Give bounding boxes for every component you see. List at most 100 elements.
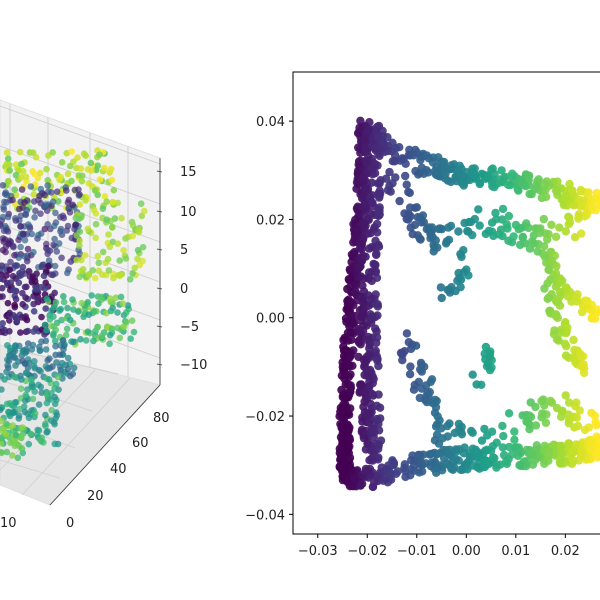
scatter-point <box>490 453 499 463</box>
scatter-point-3d <box>15 412 23 420</box>
scatter-point <box>447 464 456 473</box>
scatter-point <box>552 335 562 344</box>
scatter-point <box>340 374 349 383</box>
scatter-point <box>356 481 365 490</box>
scatter-point-3d <box>106 243 114 251</box>
y-tick-label: −0.04 <box>245 508 285 523</box>
scatter-point-3d <box>76 242 83 249</box>
scatter-point-3d <box>70 338 77 346</box>
scatter-point <box>468 428 477 437</box>
scatter-point-3d <box>96 176 104 183</box>
scatter-point <box>451 455 461 464</box>
z-tick-mark <box>156 210 163 213</box>
scatter-point-3d <box>3 191 11 199</box>
scatter-point <box>571 402 580 411</box>
scatter-point <box>434 153 443 162</box>
scatter-point <box>587 444 597 453</box>
scatter-point-3d <box>84 328 92 336</box>
scatter-point-3d <box>101 193 109 200</box>
scatter-point <box>411 166 420 176</box>
scatter-point <box>405 203 415 212</box>
scatter-point <box>541 192 551 202</box>
scatter-point-3d <box>73 327 81 334</box>
scatter-point <box>359 402 368 411</box>
scatter-point <box>395 143 404 152</box>
scatter-point-3d <box>42 201 49 208</box>
scatter-point-3d <box>92 220 100 228</box>
scatter-point-3d <box>12 171 20 179</box>
scatter-point <box>341 463 351 473</box>
scatter-point-3d <box>4 362 11 369</box>
scatter-point-3d <box>105 267 113 274</box>
scatter-point-3d <box>11 186 18 193</box>
scatter-point-3d <box>82 197 89 204</box>
scatter-point-3d <box>137 200 145 207</box>
scatter-point-3d <box>41 321 49 329</box>
scatter-point-3d <box>15 236 22 244</box>
scatter-point <box>374 211 383 221</box>
scatter-point-3d <box>110 186 118 194</box>
scatter-point-3d <box>57 305 64 313</box>
scatter-point-3d <box>48 189 55 196</box>
scatter-point <box>364 151 373 161</box>
scatter-point-3d <box>8 402 16 409</box>
scatter-point <box>374 189 384 199</box>
scatter-point <box>518 178 527 187</box>
3d-tick-labels: 15 10 5 0 −5 −10 80 60 40 20 0 10 <box>0 165 207 531</box>
scatter-point <box>357 240 366 249</box>
scatter-point <box>544 449 553 458</box>
scatter-point-3d <box>77 336 84 343</box>
scatter-point-3d <box>27 430 35 438</box>
scatter-point-3d <box>63 187 70 194</box>
scatter-point <box>547 398 557 407</box>
scatter-point-3d <box>129 270 136 277</box>
scatter-point <box>347 335 356 344</box>
scatter-point <box>373 300 382 309</box>
scatter-point-3d <box>35 231 42 239</box>
scatter-point-3d <box>101 164 108 172</box>
scatter-point-3d <box>51 385 58 392</box>
scatter-point <box>368 198 377 208</box>
scatter-point-3d <box>78 256 85 264</box>
scatter-point-3d <box>3 149 11 156</box>
scatter-point-3d <box>64 170 72 178</box>
scatter-point <box>569 335 578 345</box>
scatter-point <box>405 370 415 379</box>
scatter-point <box>396 348 406 358</box>
scatter-point <box>407 456 416 465</box>
scatter-point <box>593 453 600 462</box>
scatter-point <box>456 282 465 292</box>
scatter-point-3d <box>57 228 64 235</box>
scatter-point-3d <box>76 191 83 198</box>
scatter-point <box>572 293 581 302</box>
scatter-point <box>364 268 374 277</box>
scatter-point <box>507 238 517 247</box>
scatter-point-3d <box>40 272 48 280</box>
scatter-point-3d <box>136 261 143 269</box>
scatter-point-3d <box>78 177 86 185</box>
scatter-point-3d <box>3 226 10 234</box>
scatter-point-3d <box>17 385 25 393</box>
scatter-point <box>562 342 571 351</box>
scatter-point <box>574 211 583 220</box>
scatter-point-3d <box>21 199 28 206</box>
scatter-point <box>402 329 412 338</box>
scatter-point-3d <box>45 262 52 270</box>
scatter-point-3d <box>3 368 10 376</box>
scatter-point-3d <box>64 354 72 362</box>
scatter-point-3d <box>26 225 34 232</box>
scatter-point-3d <box>67 316 74 324</box>
scatter-point-3d <box>2 431 10 438</box>
scatter-point <box>463 465 472 474</box>
scatter-point <box>534 175 543 184</box>
scatter-point <box>483 171 493 180</box>
scatter-point <box>415 393 424 403</box>
scatter-point-3d <box>108 325 116 333</box>
x-tick-label: −0.03 <box>298 544 338 559</box>
scatter-point <box>470 164 479 173</box>
scatter-point <box>525 189 534 199</box>
2d-axes-frame <box>292 71 600 535</box>
scatter-point <box>432 171 442 180</box>
scatter-point-3d <box>82 337 90 344</box>
z-tick-label: 0 <box>180 282 188 297</box>
